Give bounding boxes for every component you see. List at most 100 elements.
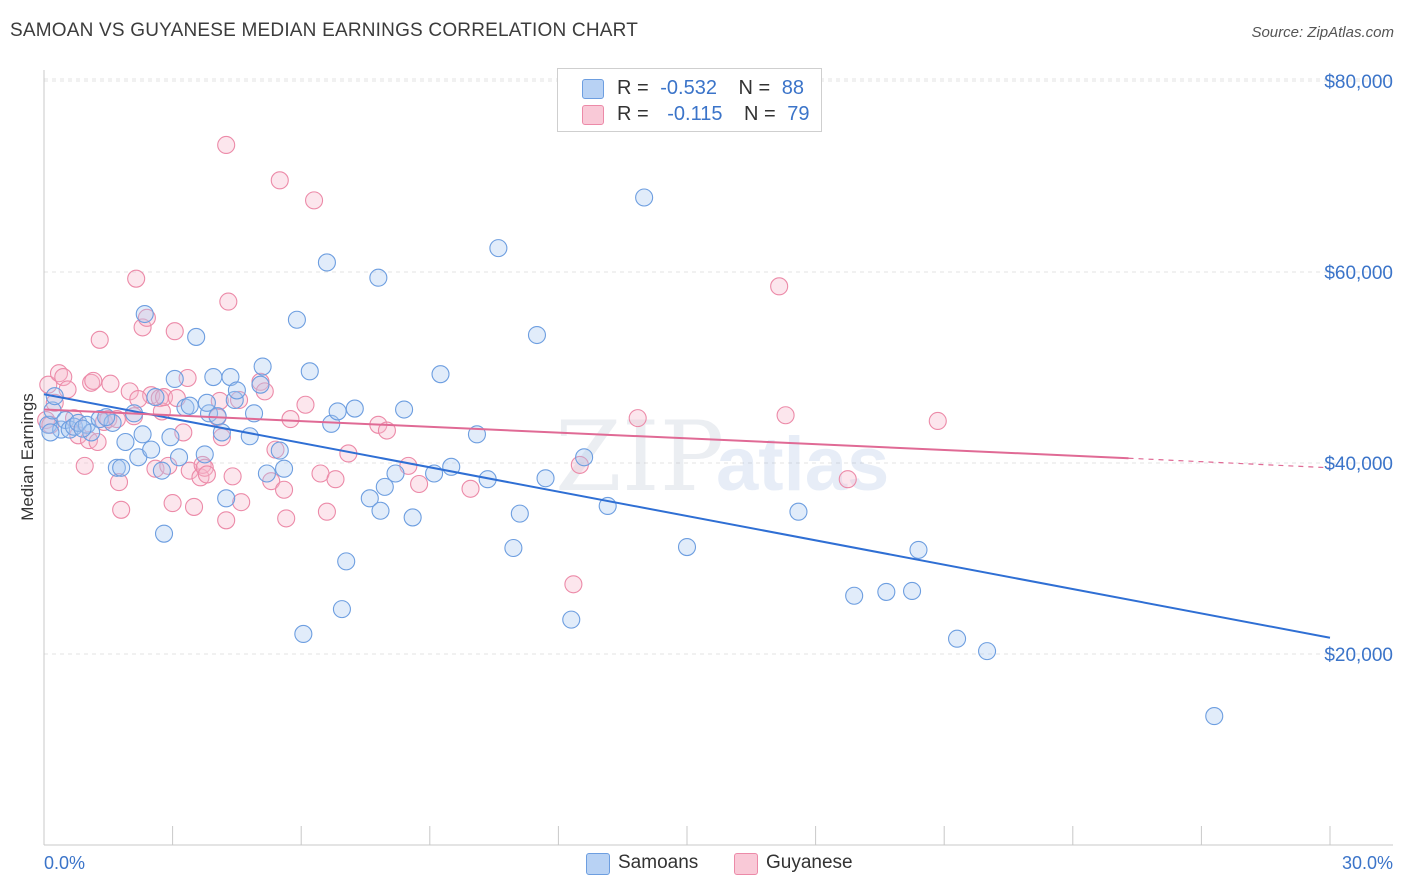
samoans-point (328, 402, 347, 421)
samoans-point (877, 582, 896, 601)
y-tick-label: $40,000 (1324, 454, 1393, 475)
guyanese-point (84, 371, 103, 390)
watermark-atlas: atlas (716, 422, 889, 507)
guyanese-point (127, 269, 146, 288)
samoans-point (635, 188, 654, 207)
guyanese-point (45, 393, 64, 412)
samoans-point (789, 502, 808, 521)
samoans-swatch (582, 79, 604, 99)
y-tick-label: $80,000 (1324, 72, 1393, 93)
samoans-point (403, 508, 422, 527)
samoans-trend-line (43, 393, 1331, 639)
samoans-point (845, 586, 864, 605)
guyanese-point (184, 497, 204, 516)
samoans-point (902, 581, 922, 601)
samoans-point (240, 427, 259, 446)
guyanese-point (275, 480, 294, 499)
guyanese-point (628, 409, 647, 428)
samoans-point (270, 441, 289, 460)
guyanese-point (112, 500, 131, 519)
guyanese-point (564, 575, 583, 594)
samoans-point (142, 440, 161, 459)
x-tick-labels: 0.0% 30.0% (44, 853, 1393, 873)
samoans-point (562, 610, 581, 629)
watermark: ZIP atlas (555, 401, 889, 513)
samoans-point (82, 423, 101, 442)
samoans-point (112, 458, 131, 477)
samoans-point (154, 524, 174, 543)
guyanese-legend-label: Guyanese (766, 852, 853, 873)
samoans-point (251, 375, 270, 394)
source-label: Source: ZipAtlas.com (1251, 24, 1394, 41)
samoans-point (375, 477, 394, 496)
samoans-point (135, 304, 154, 324)
samoans-point (536, 469, 555, 488)
samoans-point (244, 404, 264, 423)
samoans-point (386, 464, 405, 483)
grid-lines (44, 78, 1393, 655)
samoans-point (195, 445, 214, 464)
guyanese-point (165, 322, 184, 341)
y-tick-label: $60,000 (1324, 263, 1393, 284)
samoans-point (287, 310, 306, 329)
guyanese-point (377, 421, 396, 440)
guyanese-point (326, 470, 345, 489)
correlation-legend: R = -0.532 N = 88 R = -0.115 N = 79 (557, 68, 822, 132)
guyanese-point (217, 135, 236, 155)
samoans-point (257, 464, 276, 483)
guyanese-point (410, 474, 429, 494)
guyanese-trend-line (43, 408, 1129, 460)
samoans-point (504, 538, 523, 558)
guyanese-point (461, 479, 480, 498)
chart-title: SAMOAN VS GUYANESE MEDIAN EARNINGS CORRE… (10, 20, 639, 41)
samoans-point (360, 489, 379, 508)
samoans-legend-label: Samoans (618, 852, 699, 873)
guyanese-point (838, 470, 857, 489)
guyanese-point (317, 502, 336, 521)
samoans-point (187, 327, 206, 346)
guyanese-legend-swatch (734, 853, 758, 875)
samoans-point (1205, 707, 1224, 726)
x-tick-label: 30.0% (1342, 853, 1393, 873)
samoans-point (152, 461, 171, 480)
samoans-point (489, 239, 508, 258)
guyanese-point (88, 432, 107, 452)
samoans-point (146, 388, 165, 407)
samoans-point (369, 268, 388, 287)
guyanese-point (232, 493, 251, 512)
guyanese-point (770, 277, 789, 296)
guyanese-point (217, 511, 236, 530)
samoans-point (275, 459, 294, 478)
y-axis-label: Median Earnings (18, 393, 37, 521)
samoans-point (332, 600, 351, 619)
guyanese-point (311, 464, 330, 483)
guyanese-point (178, 368, 197, 388)
samoans-point (133, 425, 152, 444)
samoans-point (73, 419, 92, 438)
guyanese-swatch (582, 105, 604, 125)
samoans-point (217, 489, 236, 508)
guyanese-stats: R = -0.115 N = 79 (617, 103, 810, 125)
guyanese-trend-extension (1128, 457, 1331, 469)
axes (43, 70, 1393, 846)
samoans-point (948, 629, 967, 648)
samoans-point (41, 423, 60, 442)
samoans-point (395, 400, 414, 419)
samoans-point (909, 540, 928, 559)
samoans-point (180, 396, 199, 415)
guyanese-point (277, 509, 296, 528)
samoans-point (253, 357, 272, 376)
samoans-point (978, 642, 997, 661)
guyanese-point (281, 410, 300, 429)
guyanese-point (223, 467, 242, 486)
samoans-point (294, 624, 313, 643)
y-tick-label: $20,000 (1324, 645, 1393, 666)
guyanese-point (133, 318, 152, 337)
samoans-point (300, 362, 319, 381)
guyanese-point (197, 465, 216, 484)
guyanese-points (37, 135, 947, 594)
samoans-point (371, 501, 390, 520)
samoans-point (161, 428, 180, 447)
guyanese-point (90, 330, 109, 349)
